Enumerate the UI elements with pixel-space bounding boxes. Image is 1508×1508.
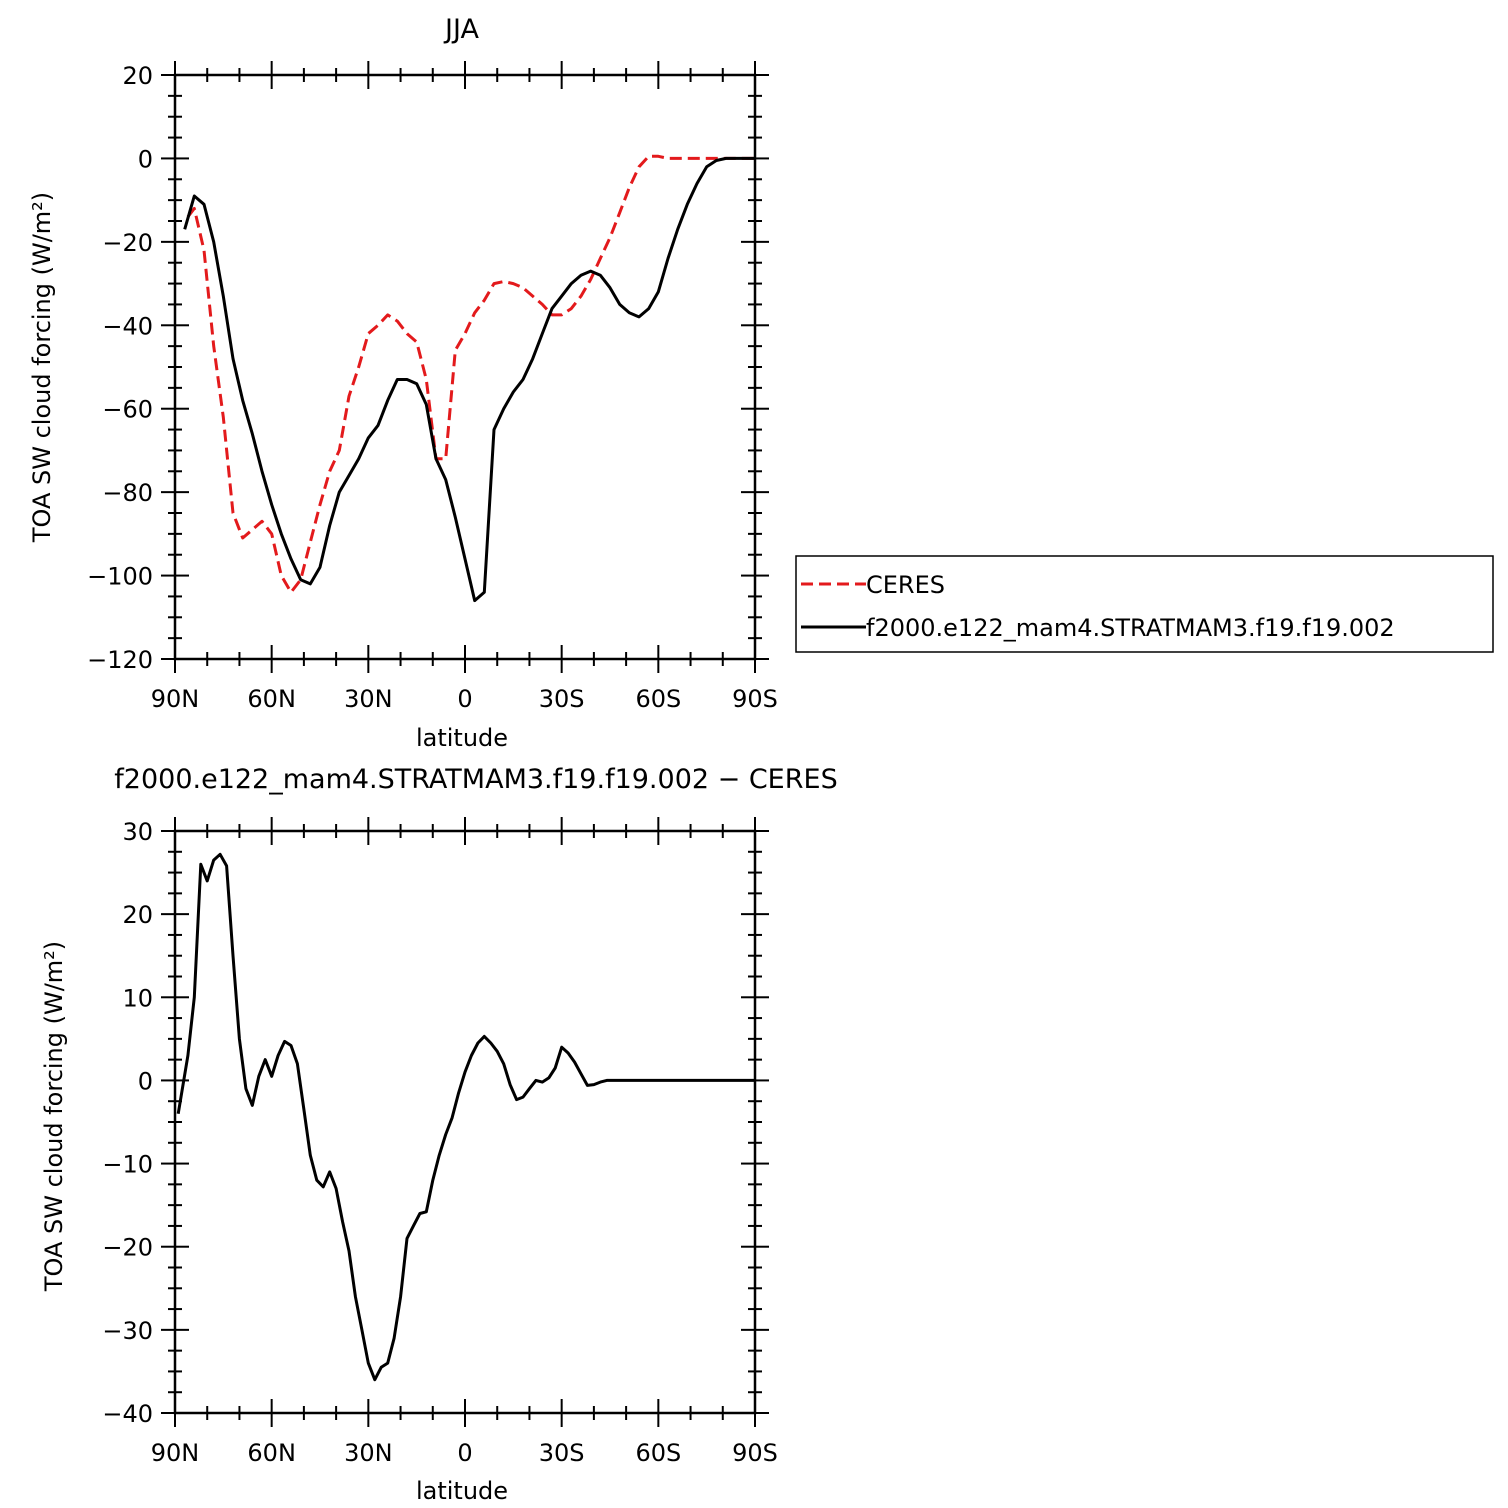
top-ytick-label: −40 — [102, 312, 153, 340]
bottom-xtick-label: 90S — [732, 1439, 778, 1467]
top-xtick-label: 90S — [732, 685, 778, 713]
bottom-ytick-label: −40 — [102, 1400, 153, 1428]
top-ytick-label: −100 — [87, 563, 153, 591]
bottom-ytick-label: −10 — [102, 1151, 153, 1179]
legend: CERES f2000.e122_mam4.STRATMAM3.f19.f19.… — [795, 555, 1494, 653]
bottom-ytick-label: 10 — [122, 984, 153, 1012]
bottom-series — [176, 852, 755, 1382]
top-xtick-label: 30S — [539, 685, 585, 713]
bottom-ytick-label: 0 — [138, 1067, 153, 1095]
legend-box — [795, 555, 1494, 653]
legend-label-ceres: CERES — [866, 571, 945, 599]
bottom-ytick-label: 30 — [122, 818, 153, 846]
bottom-ytick-label: −20 — [102, 1234, 153, 1262]
bottom-series-line-0 — [176, 852, 755, 1382]
bottom-y-axis-label: TOA SW cloud forcing (W/m²) — [40, 941, 68, 1292]
top-plot-frame — [173, 73, 757, 661]
bottom-xtick-label: 60N — [247, 1439, 296, 1467]
top-ytick-label: −120 — [87, 646, 153, 674]
top-y-axis-label: TOA SW cloud forcing (W/m²) — [28, 192, 56, 543]
bottom-x-axis-label: latitude — [416, 1477, 508, 1505]
top-xtick-label: 0 — [457, 685, 472, 713]
top-ytick-label: 0 — [138, 145, 153, 173]
bottom-xtick-label: 90N — [151, 1439, 200, 1467]
top-chart-title: JJA — [443, 14, 479, 45]
bottom-ytick-label: 20 — [122, 901, 153, 929]
bottom-ticks: 30 20 10 0 −10 −20 −30 −40 90N 60N 30N 0 30S 60S 90S — [102, 817, 778, 1467]
top-xtick-label: 60S — [635, 685, 681, 713]
bottom-panel: f2000.e122_mam4.STRATMAM3.f19.f19.002 − … — [40, 764, 838, 1505]
top-ytick-label: −60 — [102, 396, 153, 424]
top-series-line-0 — [186, 154, 755, 594]
top-series-line-1 — [183, 156, 755, 603]
legend-label-model: f2000.e122_mam4.STRATMAM3.f19.f19.002 — [866, 614, 1395, 642]
top-x-axis-label: latitude — [416, 724, 508, 752]
bottom-plot-frame — [173, 829, 757, 1415]
top-ytick-label: 20 — [122, 62, 153, 90]
bottom-xtick-label: 0 — [457, 1439, 472, 1467]
top-ticks: 20 0 −20 −40 −60 −80 −100 −120 90N 60N 30N 0 30S 60S 9… — [87, 61, 778, 713]
top-ytick-label: −80 — [102, 479, 153, 507]
top-series — [183, 154, 755, 603]
bottom-xtick-label: 30S — [539, 1439, 585, 1467]
top-xtick-label: 30N — [344, 685, 393, 713]
top-xtick-label: 60N — [247, 685, 296, 713]
bottom-ytick-label: −30 — [102, 1317, 153, 1345]
bottom-xtick-label: 30N — [344, 1439, 393, 1467]
top-xtick-label: 90N — [151, 685, 200, 713]
bottom-xtick-label: 60S — [635, 1439, 681, 1467]
bottom-chart-title: f2000.e122_mam4.STRATMAM3.f19.f19.002 − … — [114, 764, 837, 795]
top-ytick-label: −20 — [102, 229, 153, 257]
top-panel: JJA TOA SW cloud forcing (W/m²) latitude… — [28, 14, 778, 752]
